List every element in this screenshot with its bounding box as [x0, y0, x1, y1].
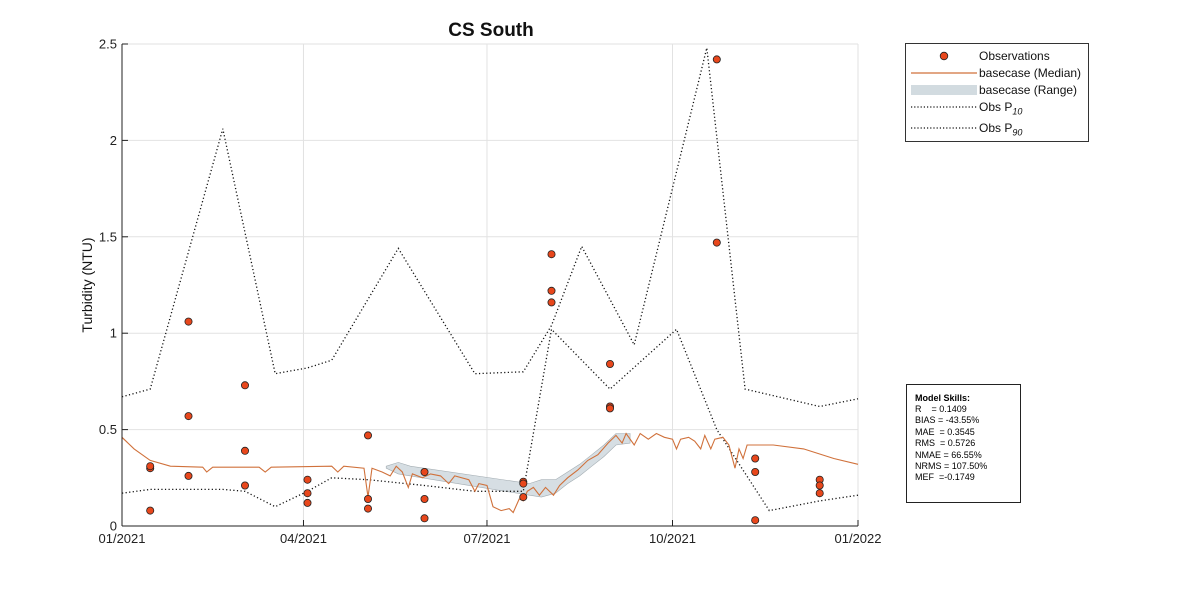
- x-tick-label: 01/2022: [835, 531, 882, 546]
- observation-point: [606, 404, 615, 413]
- observation-point: [240, 446, 249, 455]
- observation-point: [751, 467, 760, 476]
- y-tick-label: 1.5: [99, 229, 117, 244]
- legend-marker-observations: [939, 51, 949, 61]
- observation-point: [184, 471, 193, 480]
- legend-line-p10: [911, 106, 977, 108]
- median-line-group: [121, 432, 859, 514]
- observation-point: [363, 504, 372, 513]
- y-tick-label: 2: [110, 133, 117, 148]
- observation-point: [184, 412, 193, 421]
- x-tick-label: 10/2021: [649, 531, 696, 546]
- y-tick-label: 2.5: [99, 37, 117, 52]
- y-axis-label: Turbidity (NTU): [79, 237, 95, 332]
- legend-subscript: 10: [1012, 106, 1023, 117]
- observation-point: [815, 481, 824, 490]
- model-skill-nmae: NMAE = 66.55%: [915, 449, 982, 460]
- legend: Observations basecase (Median) basecase …: [905, 43, 1089, 142]
- y-tick-label: 0: [110, 519, 117, 534]
- observation-point: [240, 481, 249, 490]
- model-skills-box: Model Skills: R = 0.1409 BIAS = -43.55% …: [906, 384, 1021, 503]
- grid-lines: [121, 43, 859, 527]
- legend-label: Observations: [979, 49, 1050, 63]
- range-band-area: [385, 433, 631, 498]
- observation-point: [146, 462, 155, 471]
- legend-item-range: basecase (Range): [906, 82, 1088, 99]
- model-skills-title: Model Skills:: [915, 393, 971, 403]
- observation-point: [519, 493, 528, 502]
- legend-line-p90: [911, 127, 977, 129]
- observation-point: [751, 516, 760, 525]
- obs-p90-line: [121, 47, 859, 408]
- observation-point: [184, 317, 193, 326]
- observation-point: [712, 55, 721, 64]
- observation-point: [420, 494, 429, 503]
- model-skill-mae: MAE = 0.3545: [915, 426, 975, 437]
- observation-point: [519, 479, 528, 488]
- legend-item-p10: Obs P10: [906, 99, 1088, 116]
- legend-line-median: [911, 72, 977, 74]
- legend-label: basecase (Range): [979, 83, 1078, 97]
- observation-point: [363, 494, 372, 503]
- observation-point: [240, 381, 249, 390]
- model-skill-nrms: NRMS = 107.50%: [915, 461, 988, 472]
- model-skill-bias: BIAS = -43.55%: [915, 415, 980, 426]
- range-band: [385, 433, 631, 498]
- observation-point: [420, 467, 429, 476]
- observation-point: [547, 298, 556, 307]
- observation-points: [146, 55, 824, 525]
- observation-point: [606, 359, 615, 368]
- legend-item-median: basecase (Median): [906, 65, 1088, 82]
- median-line: [121, 432, 859, 514]
- legend-patch-range: [911, 85, 977, 95]
- observation-point: [751, 454, 760, 463]
- legend-item-observations: Observations: [906, 48, 1088, 65]
- observation-point: [303, 475, 312, 484]
- observation-point: [547, 286, 556, 295]
- observation-point: [547, 250, 556, 259]
- observation-point: [712, 238, 721, 247]
- chart-title: CS South: [448, 20, 534, 41]
- obs-p10-line: [121, 327, 859, 512]
- y-tick-label: 1: [110, 326, 117, 341]
- observation-point: [815, 489, 824, 498]
- y-tick-label: 0.5: [99, 422, 117, 437]
- legend-label: basecase (Median): [979, 66, 1082, 80]
- observation-point: [303, 489, 312, 498]
- axes: 01/2021 04/2021 07/2021 10/2021 01/2022 0 0.5 1…: [99, 37, 882, 547]
- percentile-lines: [121, 47, 859, 512]
- observation-point: [146, 506, 155, 515]
- legend-label: Obs P10: [979, 100, 1023, 117]
- model-skill-mef: MEF =-0.1749: [915, 472, 975, 483]
- model-skill-r: R = 0.1409: [915, 404, 967, 414]
- observation-point: [303, 498, 312, 507]
- model-skill-rms: RMS = 0.5726: [915, 438, 976, 449]
- legend-subscript: 90: [1012, 127, 1023, 138]
- legend-label: Obs P90: [979, 121, 1023, 138]
- x-tick-label: 04/2021: [280, 531, 327, 546]
- x-tick-label: 01/2021: [99, 531, 146, 546]
- observation-point: [363, 431, 372, 440]
- legend-item-p90: Obs P90: [906, 120, 1088, 137]
- observation-point: [420, 514, 429, 523]
- x-tick-label: 07/2021: [463, 531, 510, 546]
